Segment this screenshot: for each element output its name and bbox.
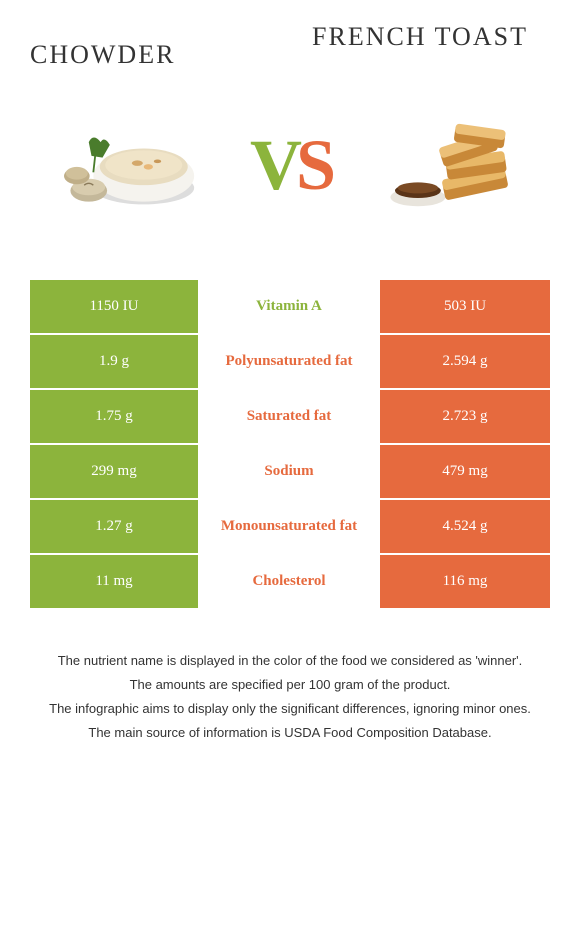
right-value: 2.594 g [380, 335, 550, 390]
right-food-image [340, 90, 560, 240]
nutrient-label: Vitamin A [200, 280, 380, 335]
nutrient-label: Sodium [200, 445, 380, 500]
footnote: The main source of information is USDA F… [25, 722, 555, 744]
vs-s: S [296, 124, 330, 207]
chowder-icon [55, 110, 205, 220]
table-row: 299 mgSodium479 mg [30, 445, 550, 500]
nutrient-label: Saturated fat [200, 390, 380, 445]
left-value: 1.9 g [30, 335, 200, 390]
left-value: 1150 IU [30, 280, 200, 335]
right-value: 2.723 g [380, 390, 550, 445]
right-value: 116 mg [380, 555, 550, 610]
footnote: The nutrient name is displayed in the co… [25, 650, 555, 672]
right-value: 503 IU [380, 280, 550, 335]
vs-v: V [250, 124, 296, 207]
french-toast-icon [375, 110, 525, 220]
table-row: 1150 IUVitamin A503 IU [30, 280, 550, 335]
right-value: 479 mg [380, 445, 550, 500]
table-row: 11 mgCholesterol116 mg [30, 555, 550, 610]
header: Chowder French toast [0, 0, 580, 80]
nutrient-label: Monounsaturated fat [200, 500, 380, 555]
left-food-title: Chowder [30, 40, 290, 70]
right-value: 4.524 g [380, 500, 550, 555]
right-food-title: French toast [290, 20, 550, 54]
footnotes: The nutrient name is displayed in the co… [0, 610, 580, 766]
left-value: 1.75 g [30, 390, 200, 445]
footnote: The infographic aims to display only the… [25, 698, 555, 720]
left-value: 1.27 g [30, 500, 200, 555]
left-food-image [20, 90, 240, 240]
vs-label: VS [240, 124, 340, 207]
table-row: 1.9 gPolyunsaturated fat2.594 g [30, 335, 550, 390]
nutrient-label: Cholesterol [200, 555, 380, 610]
table-row: 1.75 gSaturated fat2.723 g [30, 390, 550, 445]
nutrient-label: Polyunsaturated fat [200, 335, 380, 390]
vs-row: VS [0, 80, 580, 280]
table-row: 1.27 gMonounsaturated fat4.524 g [30, 500, 550, 555]
comparison-table: 1150 IUVitamin A503 IU1.9 gPolyunsaturat… [30, 280, 550, 610]
left-value: 299 mg [30, 445, 200, 500]
left-value: 11 mg [30, 555, 200, 610]
footnote: The amounts are specified per 100 gram o… [25, 674, 555, 696]
